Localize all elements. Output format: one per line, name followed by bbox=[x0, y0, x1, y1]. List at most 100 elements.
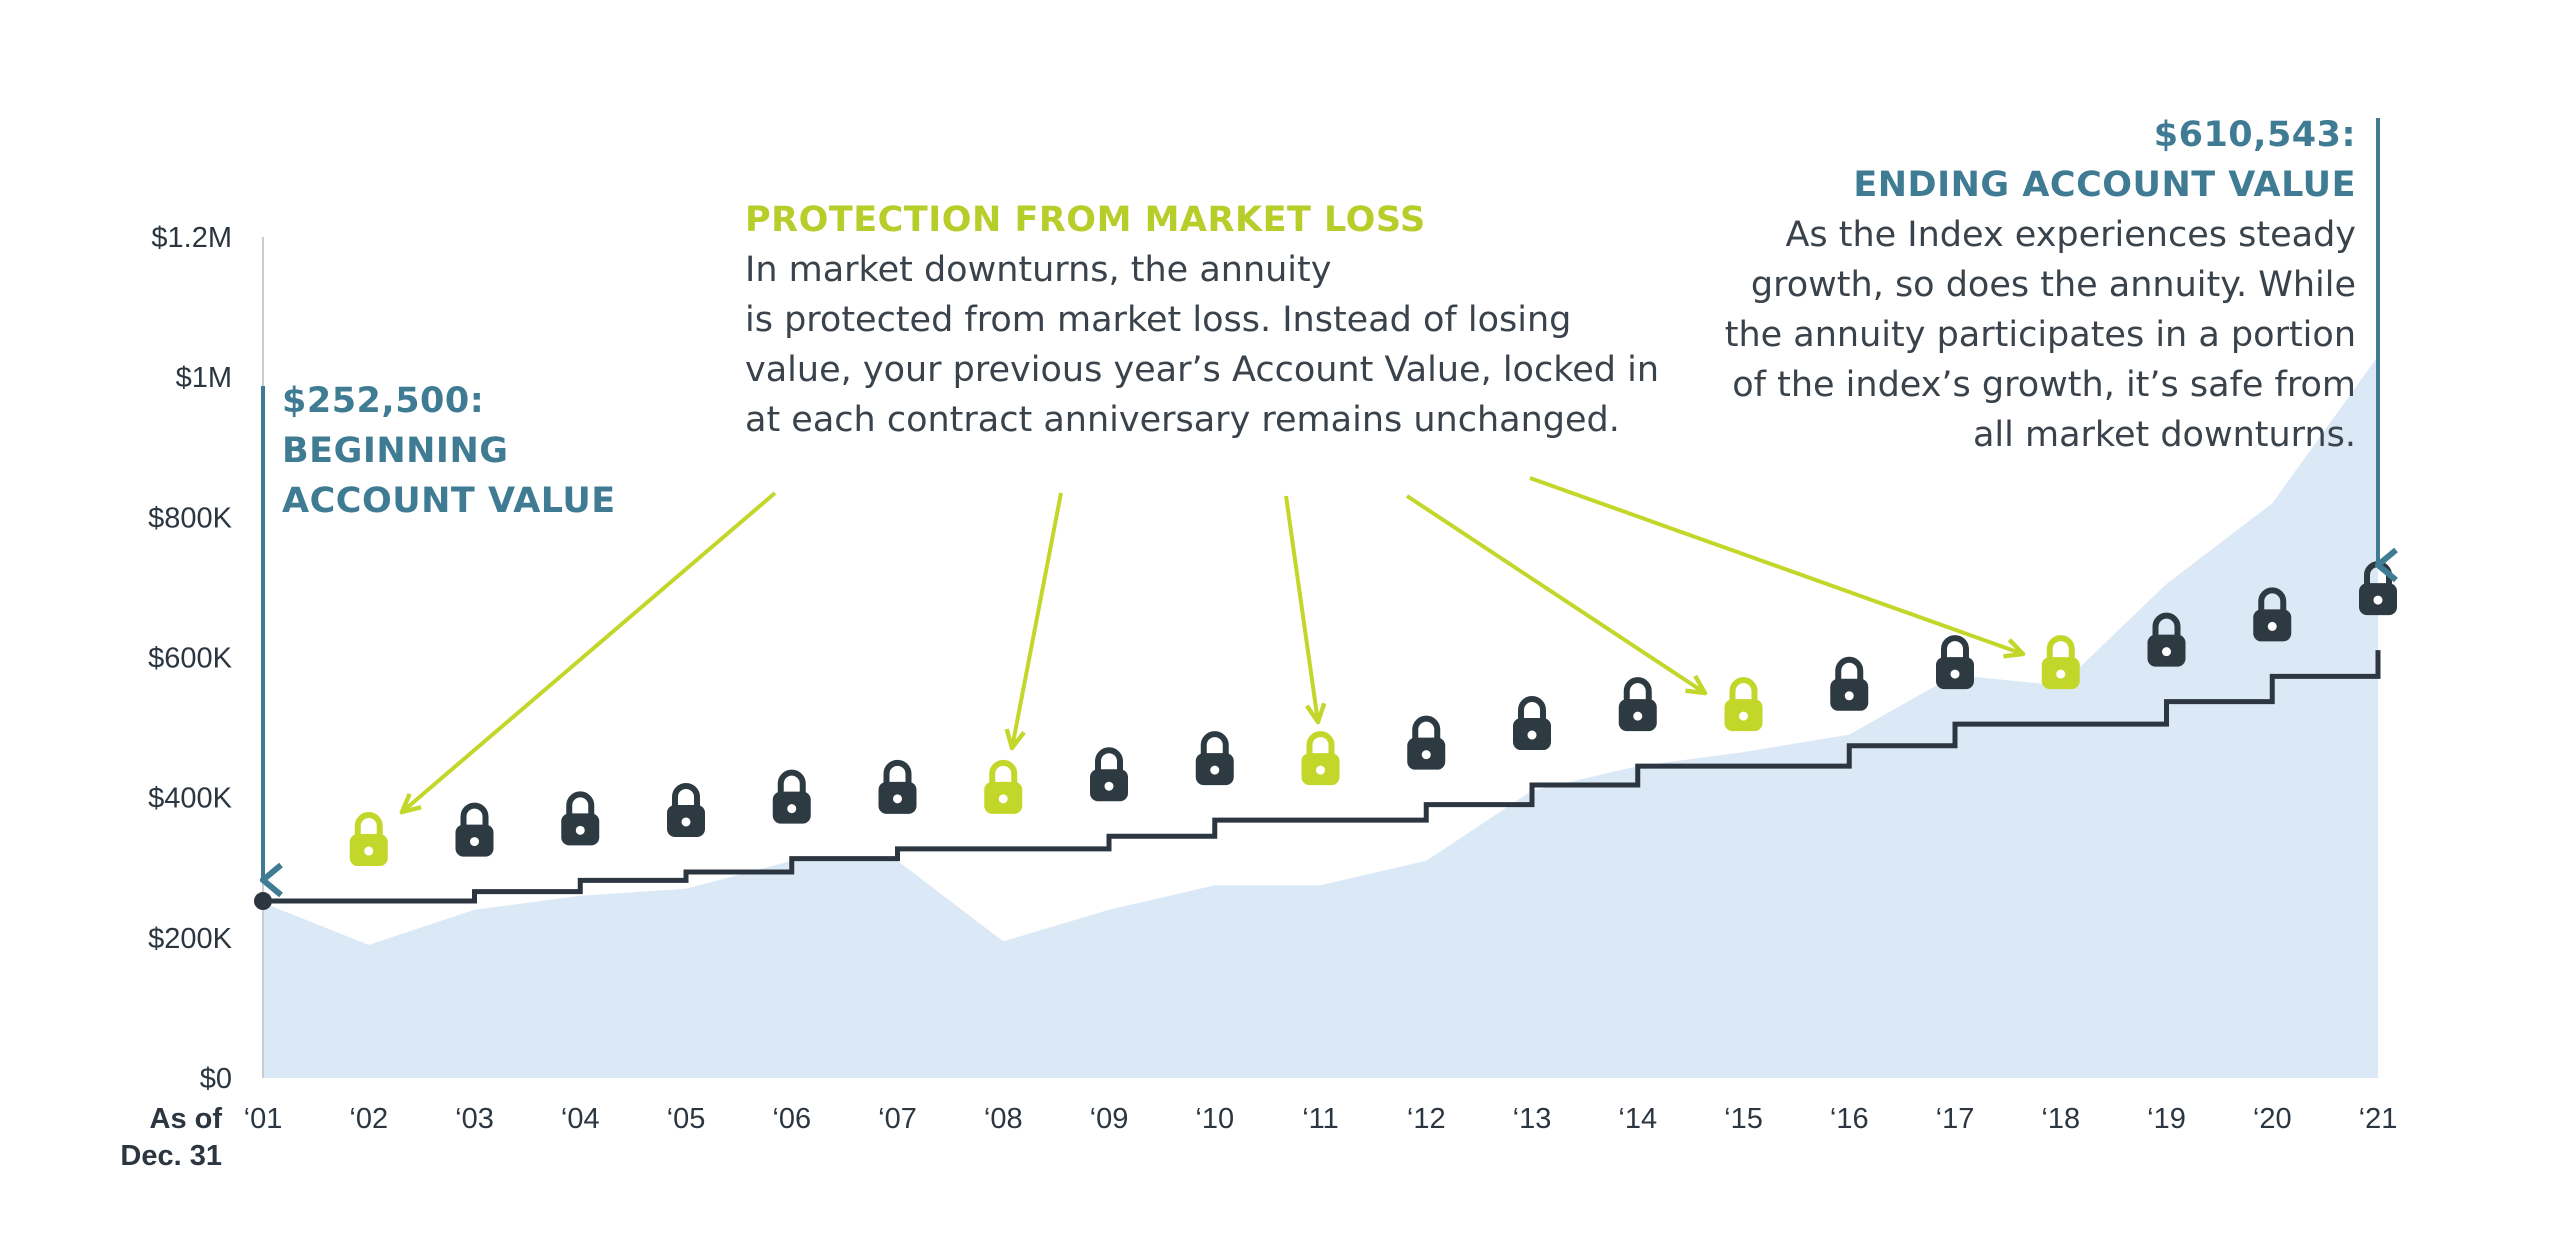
y-tick-label: $800K bbox=[148, 502, 233, 534]
padlock-keyhole bbox=[998, 794, 1008, 804]
x-tick-label: ‘13 bbox=[1513, 1103, 1552, 1135]
y-tick-label: $1.2M bbox=[151, 222, 232, 254]
x-tick-label: ‘14 bbox=[1618, 1103, 1657, 1135]
padlock-icon bbox=[1195, 731, 1234, 786]
y-tick-label: $200K bbox=[148, 923, 233, 955]
protection-callout: PROTECTION FROM MARKET LOSS In market do… bbox=[745, 195, 1685, 445]
padlock-keyhole bbox=[1421, 750, 1431, 760]
x-tick-label: ‘04 bbox=[561, 1103, 600, 1135]
protection-text-line: In market downturns, the annuity bbox=[745, 250, 1332, 290]
padlock-icon bbox=[878, 759, 917, 814]
padlock-icon bbox=[1090, 747, 1128, 802]
padlock-shackle bbox=[2152, 612, 2181, 637]
padlock-shackle bbox=[1518, 696, 1546, 721]
padlock-shackle bbox=[1095, 747, 1123, 772]
callout-arrows bbox=[263, 118, 2378, 880]
padlock-shackle bbox=[1306, 731, 1335, 756]
x-tick-label: ‘21 bbox=[2359, 1103, 2398, 1135]
arrow-icon bbox=[1012, 492, 1063, 748]
padlock-icon bbox=[1513, 696, 1551, 751]
padlock-keyhole bbox=[893, 794, 902, 804]
ending-value-callout: $610,543: ENDING ACCOUNT VALUE As the In… bbox=[1456, 110, 2356, 460]
protection-text-line: at each contract anniversary remains unc… bbox=[745, 400, 1620, 440]
padlock-shackle bbox=[1835, 656, 1864, 681]
padlock-icon bbox=[349, 812, 388, 867]
x-tick-labels: ‘01 ‘02 ‘03 ‘04 ‘05 ‘06 ‘07 ‘08 ‘09 ‘10 ‘11 ‘12 ‘13 ‘… bbox=[244, 1103, 2398, 1135]
ending-text-line: all market downturns. bbox=[1972, 415, 2356, 455]
arrow-icon bbox=[1529, 476, 2023, 654]
x-tick-label: ‘11 bbox=[1302, 1103, 1339, 1135]
arrow-icon bbox=[1284, 495, 1318, 722]
padlock-shackle bbox=[777, 769, 806, 794]
padlock-keyhole bbox=[2162, 647, 2171, 657]
ending-text-line: growth, so does the annuity. While bbox=[1750, 265, 2356, 305]
x-tick-label: ‘18 bbox=[2041, 1103, 2080, 1135]
beginning-label-line1: BEGINNING bbox=[282, 431, 509, 471]
x-tick-label: ‘01 bbox=[244, 1103, 283, 1135]
beginning-label-line2: ACCOUNT VALUE bbox=[282, 481, 616, 521]
padlock-icon bbox=[1936, 635, 1974, 690]
ending-value-amount: $610,543: bbox=[2153, 115, 2356, 155]
x-tick-label: ‘06 bbox=[772, 1103, 811, 1135]
padlock-icon bbox=[1830, 656, 1869, 711]
x-tick-label: ‘12 bbox=[1407, 1103, 1446, 1135]
padlock-icon bbox=[2147, 612, 2186, 667]
start-point-marker bbox=[254, 892, 272, 911]
account-value-line bbox=[263, 650, 2381, 904]
y-tick-labels: $0 $200K $400K $600K $800K $1M $1.2M bbox=[148, 222, 233, 1095]
arrow-icon bbox=[402, 491, 777, 812]
padlock-keyhole bbox=[1527, 730, 1537, 740]
y-tick-label: $400K bbox=[148, 783, 233, 815]
padlock-icon bbox=[455, 802, 494, 857]
x-tick-label: ‘15 bbox=[1724, 1103, 1763, 1135]
padlock-icon bbox=[984, 759, 1023, 814]
beginning-value-amount: $252,500: bbox=[282, 381, 485, 421]
x-tick-label: ‘10 bbox=[1195, 1103, 1234, 1135]
padlock-icon bbox=[772, 769, 811, 824]
y-tick-label: $0 bbox=[200, 1063, 232, 1095]
padlock-icon bbox=[667, 783, 705, 837]
ending-label: ENDING ACCOUNT VALUE bbox=[1853, 165, 2356, 205]
padlock-shackle bbox=[1941, 635, 1969, 660]
padlock-keyhole bbox=[1210, 765, 1220, 775]
y-tick-label: $1M bbox=[176, 362, 232, 394]
padlock-shackle bbox=[1200, 731, 1229, 756]
padlock-keyhole bbox=[2373, 595, 2383, 605]
padlock-shackle bbox=[883, 759, 912, 784]
ending-text-line: As the Index experiences steady bbox=[1785, 215, 2356, 255]
padlock-shackle bbox=[1623, 677, 1652, 702]
protection-text-line: value, your previous year’s Account Valu… bbox=[745, 350, 1659, 390]
lock-icons-layer bbox=[349, 561, 2397, 867]
padlock-keyhole bbox=[681, 817, 691, 827]
padlock-keyhole bbox=[364, 846, 374, 856]
index-area bbox=[263, 356, 2378, 1078]
padlock-shackle bbox=[2258, 587, 2287, 612]
x-tick-label: ‘16 bbox=[1830, 1103, 1869, 1135]
padlock-icon bbox=[1407, 715, 1446, 770]
padlock-keyhole bbox=[1104, 781, 1114, 791]
padlock-icon bbox=[561, 791, 600, 846]
beginning-value-callout: $252,500: BEGINNING ACCOUNT VALUE bbox=[282, 376, 616, 526]
arrow-icon bbox=[1405, 494, 1705, 693]
ending-text-line: of the index’s growth, it’s safe from bbox=[1732, 365, 2356, 405]
protection-text-line: is protected from market loss. Instead o… bbox=[745, 300, 1572, 340]
padlock-shackle bbox=[2046, 635, 2075, 660]
padlock-keyhole bbox=[1316, 765, 1325, 775]
padlock-shackle bbox=[989, 759, 1018, 784]
padlock-keyhole bbox=[2056, 669, 2066, 679]
protection-heading: PROTECTION FROM MARKET LOSS bbox=[745, 200, 1426, 240]
padlock-icon bbox=[1301, 731, 1340, 786]
padlock-keyhole bbox=[470, 837, 479, 847]
padlock-keyhole bbox=[1844, 691, 1854, 701]
x-axis-title-line1: As of bbox=[150, 1103, 223, 1135]
ending-text-line: the annuity participates in a portion bbox=[1724, 315, 2356, 355]
padlock-icon bbox=[1618, 677, 1657, 732]
x-tick-label: ‘03 bbox=[455, 1103, 494, 1135]
padlock-keyhole bbox=[2267, 621, 2277, 631]
padlock-keyhole bbox=[1950, 669, 1960, 679]
padlock-shackle bbox=[566, 791, 595, 816]
padlock-shackle bbox=[460, 802, 489, 827]
padlock-icon bbox=[1724, 677, 1763, 732]
x-tick-label: ‘17 bbox=[1936, 1103, 1975, 1135]
